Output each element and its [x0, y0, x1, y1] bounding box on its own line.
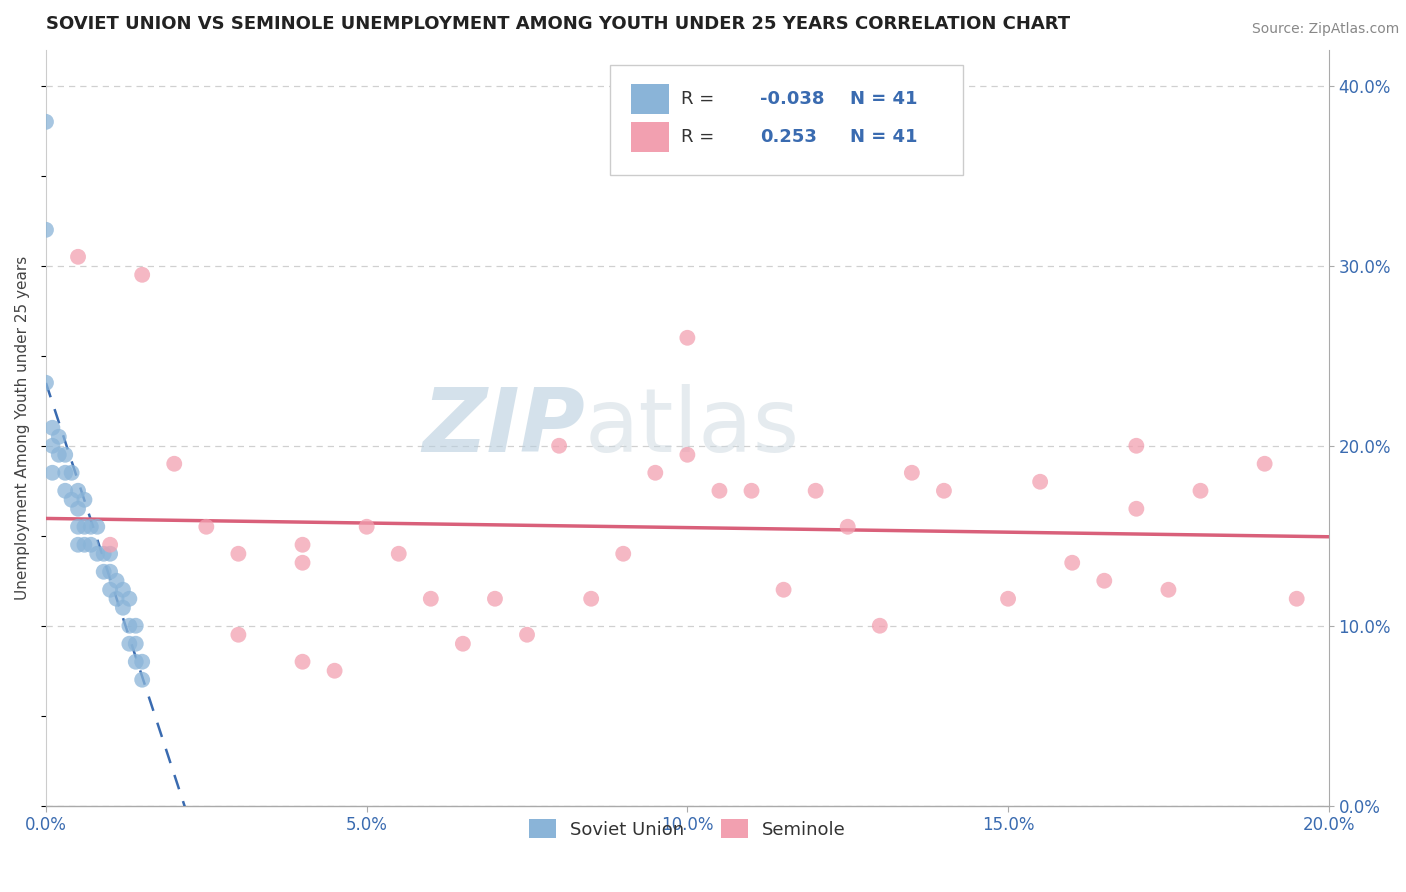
Point [741, 483, 763, 498]
Point [67, 250, 90, 264]
Point [105, 574, 128, 588]
Point [41, 439, 63, 453]
Point [1189, 483, 1212, 498]
Point [67, 483, 90, 498]
Point [291, 538, 314, 552]
Point [291, 556, 314, 570]
Point [804, 483, 827, 498]
Point [111, 600, 134, 615]
Point [41, 421, 63, 435]
Point [676, 331, 699, 345]
Point [125, 655, 148, 669]
Point [98, 582, 121, 597]
Point [163, 457, 186, 471]
Point [118, 637, 141, 651]
Point [73, 520, 96, 534]
Point [356, 520, 378, 534]
Point [125, 637, 148, 651]
FancyBboxPatch shape [631, 121, 669, 152]
Point [932, 483, 955, 498]
Text: ZIP: ZIP [422, 384, 585, 471]
Text: 0.253: 0.253 [761, 128, 817, 145]
Point [111, 582, 134, 597]
Point [901, 466, 924, 480]
Point [48, 430, 70, 444]
Point [80, 538, 103, 552]
Text: atlas: atlas [585, 384, 800, 471]
Point [612, 547, 634, 561]
Text: SOVIET UNION VS SEMINOLE UNEMPLOYMENT AMONG YOUTH UNDER 25 YEARS CORRELATION CHA: SOVIET UNION VS SEMINOLE UNEMPLOYMENT AM… [46, 15, 1070, 33]
FancyBboxPatch shape [610, 65, 963, 175]
Point [997, 591, 1019, 606]
Point [1285, 591, 1308, 606]
Point [837, 520, 859, 534]
Text: Source: ZipAtlas.com: Source: ZipAtlas.com [1251, 22, 1399, 37]
Point [1125, 501, 1147, 516]
Point [118, 618, 141, 632]
Point [67, 538, 90, 552]
Point [67, 520, 90, 534]
Point [1253, 457, 1275, 471]
Point [73, 492, 96, 507]
Point [125, 618, 148, 632]
Text: R =: R = [681, 90, 714, 108]
Y-axis label: Unemployment Among Youth under 25 years: Unemployment Among Youth under 25 years [15, 256, 30, 600]
Point [484, 591, 506, 606]
Point [323, 664, 346, 678]
Point [548, 439, 571, 453]
Point [48, 448, 70, 462]
Point [131, 655, 153, 669]
Point [291, 655, 314, 669]
Point [53, 466, 76, 480]
Point [579, 591, 602, 606]
Point [228, 547, 250, 561]
Point [35, 223, 58, 237]
Point [98, 538, 121, 552]
Point [35, 115, 58, 129]
Point [131, 673, 153, 687]
Point [1092, 574, 1115, 588]
Point [86, 520, 108, 534]
Legend: Soviet Union, Seminole: Soviet Union, Seminole [522, 812, 853, 846]
Text: N = 41: N = 41 [851, 90, 918, 108]
Point [772, 582, 794, 597]
Point [118, 591, 141, 606]
Text: -0.038: -0.038 [761, 90, 825, 108]
Point [1029, 475, 1052, 489]
Text: R =: R = [681, 128, 714, 145]
Point [35, 376, 58, 390]
Point [60, 466, 83, 480]
Point [451, 637, 474, 651]
Point [86, 547, 108, 561]
Point [67, 501, 90, 516]
Point [644, 466, 666, 480]
Point [1062, 556, 1084, 570]
Point [388, 547, 411, 561]
Point [60, 492, 83, 507]
Point [98, 565, 121, 579]
Point [41, 466, 63, 480]
Point [676, 448, 699, 462]
Point [419, 591, 441, 606]
Point [93, 547, 115, 561]
Point [131, 268, 153, 282]
Point [73, 538, 96, 552]
Point [516, 628, 538, 642]
Point [869, 618, 891, 632]
FancyBboxPatch shape [631, 84, 669, 114]
Point [93, 565, 115, 579]
Text: N = 41: N = 41 [851, 128, 918, 145]
Point [98, 547, 121, 561]
Point [195, 520, 218, 534]
Point [53, 483, 76, 498]
Point [709, 483, 731, 498]
Point [80, 520, 103, 534]
Point [105, 591, 128, 606]
Point [53, 448, 76, 462]
Point [228, 628, 250, 642]
Point [1157, 582, 1180, 597]
Point [1125, 439, 1147, 453]
